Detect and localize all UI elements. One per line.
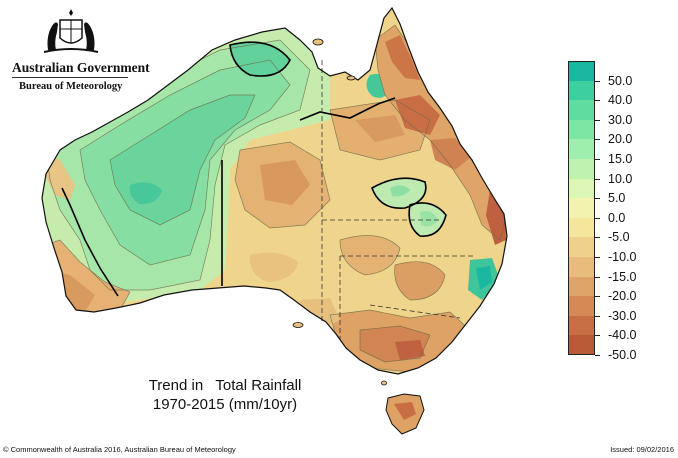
legend-label: -20.0 [608, 289, 637, 304]
legend-tick [595, 119, 600, 121]
legend-tick [595, 80, 600, 82]
legend-label: 15.0 [608, 152, 633, 166]
legend-tick [595, 296, 600, 298]
contour-lines [44, 24, 507, 373]
map-title-line-1: Trend in Total Rainfall [148, 377, 302, 394]
legend-label: 20.0 [608, 132, 633, 147]
coastline [41, 6, 508, 375]
legend-label: 10.0 [608, 171, 633, 186]
legend-swatch [568, 119, 595, 140]
legend-tick [595, 178, 600, 180]
east-coast-drying-region [375, 25, 507, 300]
legend-label: -50.0 [608, 348, 637, 362]
inland-wetting-patches [372, 178, 446, 237]
legend-swatch [568, 315, 595, 336]
legend-swatch [568, 335, 595, 355]
legend-swatch [568, 217, 595, 238]
legend-label: 0.0 [608, 210, 626, 225]
legend-swatch [568, 198, 595, 218]
legend-swatch [568, 178, 595, 199]
legend-label: -30.0 [608, 308, 637, 323]
legend-tick [595, 217, 600, 219]
legend-swatch [568, 139, 595, 159]
legend-label: 50.0 [608, 73, 633, 88]
central-drying-region [235, 100, 445, 300]
legend-swatch [568, 159, 595, 179]
legend-tick [595, 159, 600, 160]
legend-tick [595, 139, 600, 141]
coat-of-arms-icon [43, 9, 99, 53]
small-islands [292, 38, 387, 386]
legend-label: 30.0 [608, 112, 633, 127]
legend-tick [595, 355, 600, 356]
legend-swatch [568, 276, 595, 297]
legend-tick [595, 100, 600, 102]
legend-tick [595, 315, 600, 317]
legend-label: 5.0 [608, 191, 626, 206]
legend-swatch [568, 100, 595, 120]
legend-tick [595, 276, 600, 278]
zero-trend-contour [61, 41, 447, 297]
legend-tick [595, 257, 600, 258]
legend-tick [595, 198, 600, 200]
legend-swatch [568, 237, 595, 257]
legend-swatch [568, 257, 595, 277]
branding: Australian Government Bureau of Meteorol… [0, 0, 150, 100]
state-borders [321, 60, 475, 340]
legend-swatch [568, 80, 595, 101]
legend-tick [595, 237, 600, 239]
legend-label: -5.0 [608, 230, 630, 245]
legend-tick [595, 335, 600, 337]
legend-swatch [568, 296, 595, 316]
legend-swatch [568, 61, 595, 81]
branding-divider [12, 77, 128, 78]
legend-label: -10.0 [608, 250, 637, 264]
legend-label: 40.0 [608, 93, 633, 108]
north-west-wetting-region [42, 20, 392, 305]
map-title: Trend in Total Rainfall 1970-2015 (mm/10… [100, 376, 350, 414]
tasmania [385, 393, 425, 435]
legend-label: -40.0 [608, 328, 637, 343]
government-name: Australian Government [12, 60, 150, 75]
legend-label: -15.0 [608, 269, 637, 284]
bureau-name: Bureau of Meteorology [19, 81, 123, 92]
issued-date: Issued: 09/02/2016 [610, 445, 674, 454]
copyright-notice: © Commonwealth of Australia 2016, Austra… [3, 445, 236, 454]
map-title-line-2: 1970-2015 (mm/10yr) [152, 396, 298, 413]
